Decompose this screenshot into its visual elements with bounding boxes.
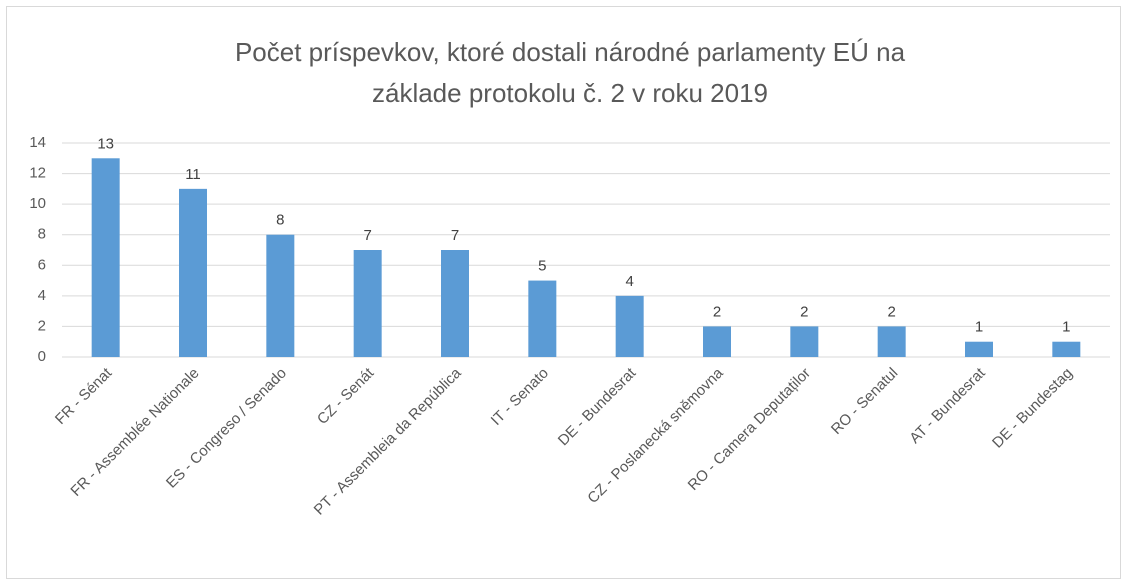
bar	[965, 341, 993, 357]
data-label: 2	[800, 303, 808, 320]
data-label: 11	[185, 166, 201, 183]
bar	[441, 250, 469, 357]
data-label: 1	[1062, 319, 1070, 336]
data-label: 1	[975, 319, 983, 336]
data-label: 7	[363, 227, 371, 244]
y-tick-label: 8	[38, 226, 46, 243]
data-label: 7	[451, 227, 459, 244]
y-tick-label: 2	[38, 317, 46, 334]
data-label: 2	[887, 303, 895, 320]
bar	[790, 326, 819, 357]
y-tick-label: 10	[29, 195, 46, 212]
data-label: 4	[625, 273, 633, 290]
y-tick-label: 4	[38, 287, 46, 304]
data-label: 2	[713, 303, 721, 320]
y-tick-label: 14	[29, 134, 46, 151]
data-label: 8	[276, 212, 284, 229]
bar	[91, 158, 120, 357]
data-label: 13	[97, 135, 114, 152]
chart-title: základe protokolu č. 2 v roku 2019	[372, 78, 768, 108]
bar	[528, 280, 557, 357]
data-label: 5	[538, 258, 546, 275]
bar	[353, 250, 382, 357]
bar	[877, 326, 906, 357]
bar	[266, 234, 295, 357]
y-tick-label: 6	[38, 256, 46, 273]
bar	[179, 188, 207, 357]
bar	[1052, 341, 1081, 357]
bar	[615, 295, 644, 357]
bar	[703, 326, 731, 357]
chart-title: Počet príspevkov, ktoré dostali národné …	[235, 37, 906, 67]
y-tick-label: 12	[29, 165, 46, 182]
y-tick-label: 0	[38, 348, 46, 365]
